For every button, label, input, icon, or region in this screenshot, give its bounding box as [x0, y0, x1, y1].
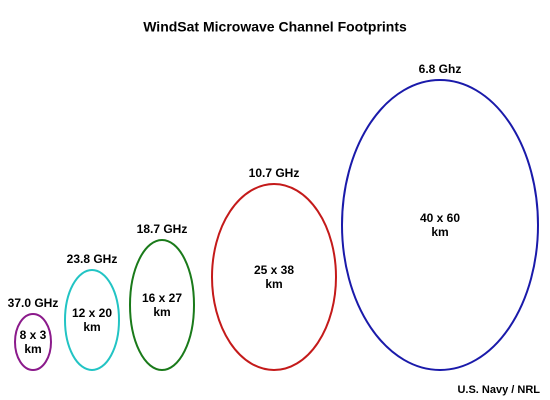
size-label: 40 x 60 — [420, 211, 460, 225]
frequency-label: 10.7 GHz — [249, 166, 300, 180]
footprint — [129, 239, 195, 371]
unit-label: km — [431, 225, 448, 239]
footprint — [64, 269, 120, 371]
unit-label: km — [153, 305, 170, 319]
footprint — [211, 183, 337, 371]
frequency-label: 37.0 GHz — [8, 296, 59, 310]
footprint — [14, 313, 52, 371]
size-label: 25 x 38 — [254, 263, 294, 277]
frequency-label: 6.8 Ghz — [419, 62, 462, 76]
title: WindSat Microwave Channel Footprints — [143, 19, 407, 35]
credit: U.S. Navy / NRL — [457, 384, 540, 396]
unit-label: km — [265, 277, 282, 291]
unit-label: km — [24, 342, 41, 356]
size-label: 8 x 3 — [20, 328, 47, 342]
footprint — [341, 79, 539, 371]
unit-label: km — [83, 320, 100, 334]
size-label: 12 x 20 — [72, 306, 112, 320]
frequency-label: 23.8 GHz — [67, 252, 118, 266]
frequency-label: 18.7 GHz — [137, 222, 188, 236]
size-label: 16 x 27 — [142, 291, 182, 305]
